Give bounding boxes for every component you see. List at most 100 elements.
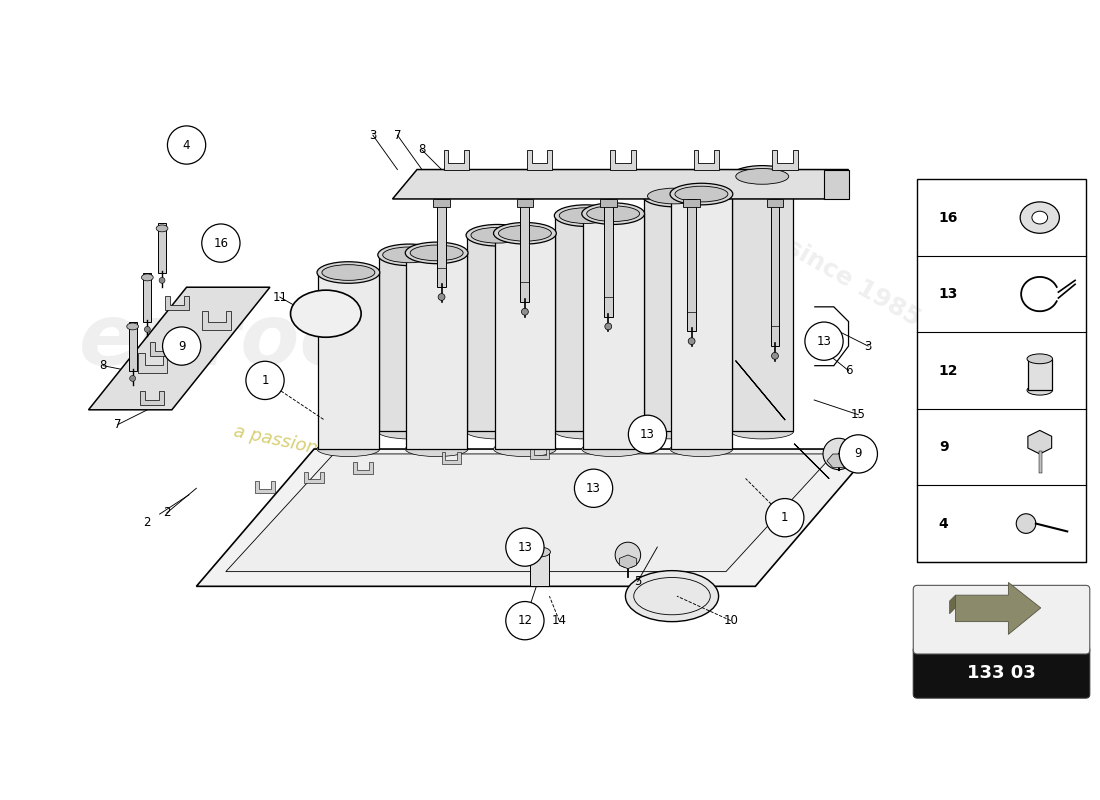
Polygon shape — [956, 582, 1041, 634]
Text: a passion for cars since 1985: a passion for cars since 1985 — [232, 422, 494, 495]
Text: 4: 4 — [183, 138, 190, 151]
Ellipse shape — [471, 227, 524, 243]
Ellipse shape — [466, 225, 529, 246]
Circle shape — [805, 322, 843, 360]
Circle shape — [130, 375, 135, 382]
Text: 9: 9 — [855, 447, 862, 461]
Ellipse shape — [410, 245, 463, 261]
Polygon shape — [378, 255, 440, 431]
Polygon shape — [197, 449, 873, 586]
Text: 2: 2 — [163, 506, 170, 519]
Polygon shape — [318, 273, 378, 449]
Circle shape — [521, 308, 528, 315]
Polygon shape — [201, 310, 231, 330]
Polygon shape — [138, 354, 167, 373]
Text: 12: 12 — [517, 614, 532, 627]
Ellipse shape — [648, 188, 701, 204]
Circle shape — [574, 469, 613, 507]
Ellipse shape — [494, 442, 557, 457]
Polygon shape — [353, 462, 373, 474]
Polygon shape — [556, 216, 616, 431]
Ellipse shape — [554, 424, 617, 439]
Polygon shape — [468, 235, 528, 431]
Ellipse shape — [736, 169, 789, 184]
Text: 1: 1 — [781, 511, 789, 524]
Polygon shape — [433, 199, 450, 207]
Polygon shape — [688, 199, 696, 331]
Ellipse shape — [126, 323, 139, 330]
Polygon shape — [158, 223, 166, 273]
Polygon shape — [732, 177, 793, 431]
Text: 7: 7 — [394, 129, 402, 142]
Circle shape — [160, 278, 165, 283]
Polygon shape — [1028, 359, 1052, 390]
Ellipse shape — [730, 424, 793, 439]
Ellipse shape — [1032, 211, 1047, 224]
Polygon shape — [644, 196, 704, 431]
FancyBboxPatch shape — [913, 646, 1090, 698]
Polygon shape — [767, 199, 783, 207]
Polygon shape — [151, 342, 174, 356]
Polygon shape — [495, 234, 556, 449]
Ellipse shape — [642, 424, 705, 439]
Circle shape — [506, 602, 544, 640]
Text: 15: 15 — [851, 408, 866, 422]
Text: 14: 14 — [552, 614, 567, 627]
Text: 13: 13 — [816, 334, 832, 348]
Text: 13: 13 — [586, 482, 601, 494]
Polygon shape — [226, 454, 834, 572]
Ellipse shape — [383, 247, 436, 262]
Ellipse shape — [466, 424, 529, 439]
Ellipse shape — [142, 274, 153, 281]
Ellipse shape — [405, 442, 468, 457]
Polygon shape — [443, 150, 469, 170]
Polygon shape — [604, 199, 613, 317]
Text: 133 03: 133 03 — [967, 664, 1036, 682]
Text: 1: 1 — [262, 374, 268, 387]
Ellipse shape — [626, 570, 718, 622]
Ellipse shape — [582, 203, 645, 225]
Text: 13: 13 — [938, 287, 958, 301]
Circle shape — [438, 294, 446, 301]
Circle shape — [605, 323, 612, 330]
Circle shape — [163, 327, 201, 365]
Ellipse shape — [1020, 202, 1059, 234]
Circle shape — [1016, 514, 1036, 534]
Circle shape — [201, 224, 240, 262]
Text: 13: 13 — [517, 541, 532, 554]
Text: 16: 16 — [213, 237, 229, 250]
Polygon shape — [255, 482, 275, 493]
Text: 16: 16 — [938, 210, 958, 225]
Ellipse shape — [1027, 354, 1053, 364]
Text: 8: 8 — [418, 143, 426, 157]
Ellipse shape — [498, 226, 551, 241]
Ellipse shape — [582, 442, 645, 457]
Circle shape — [839, 435, 878, 473]
Ellipse shape — [670, 183, 733, 205]
Polygon shape — [683, 199, 700, 207]
Polygon shape — [517, 199, 534, 207]
Polygon shape — [671, 194, 732, 449]
Text: 9: 9 — [178, 339, 186, 353]
Polygon shape — [827, 454, 850, 467]
Ellipse shape — [377, 424, 441, 439]
Text: 12: 12 — [938, 363, 958, 378]
Polygon shape — [824, 170, 848, 199]
Circle shape — [167, 126, 206, 164]
Polygon shape — [530, 447, 549, 459]
Ellipse shape — [554, 205, 617, 226]
Polygon shape — [141, 391, 164, 405]
Circle shape — [246, 362, 284, 399]
Circle shape — [689, 338, 695, 345]
Polygon shape — [527, 150, 552, 170]
Polygon shape — [619, 555, 637, 569]
Text: 13: 13 — [640, 428, 654, 441]
Ellipse shape — [559, 208, 613, 223]
Polygon shape — [771, 199, 780, 346]
Polygon shape — [441, 452, 461, 464]
Ellipse shape — [317, 442, 379, 457]
Ellipse shape — [322, 265, 375, 280]
Ellipse shape — [586, 206, 639, 222]
Ellipse shape — [156, 225, 168, 232]
Circle shape — [506, 528, 544, 566]
